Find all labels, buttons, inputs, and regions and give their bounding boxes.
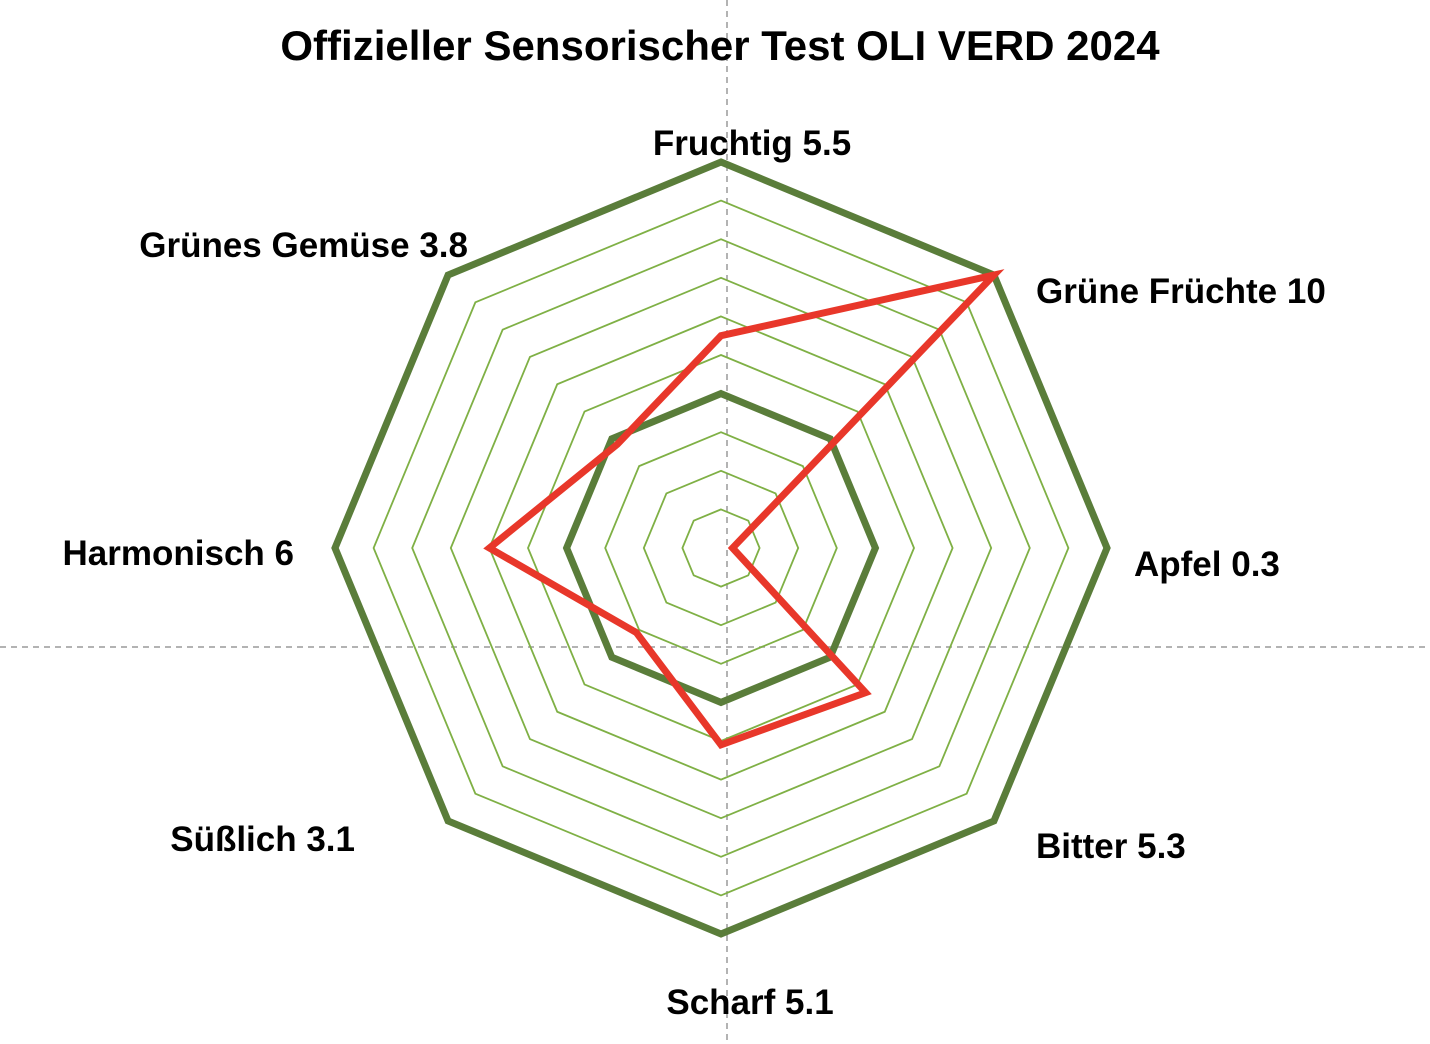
grid-ring-4 bbox=[562, 389, 880, 707]
grid-ring-8 bbox=[411, 238, 1031, 858]
grid-ring-7 bbox=[449, 276, 993, 820]
grid-ring-3 bbox=[604, 431, 838, 665]
grid-ring-1 bbox=[681, 508, 761, 588]
axis-label-4: Scharf 5.1 bbox=[666, 983, 833, 1022]
axis-label-1: Grüne Früchte 10 bbox=[1036, 272, 1326, 311]
axis-labels: Fruchtig 5.5 Grüne Früchte 10 Apfel 0.3 Bit… bbox=[63, 124, 1326, 1022]
axis-label-0: Fruchtig 5.5 bbox=[653, 124, 851, 163]
grid-ring-9 bbox=[372, 199, 1070, 897]
axis-label-2: Apfel 0.3 bbox=[1134, 545, 1280, 584]
axis-label-5: Süßlich 3.1 bbox=[170, 820, 355, 859]
data-series bbox=[483, 269, 1005, 750]
grid-ring-2 bbox=[642, 469, 800, 627]
radar-grid bbox=[331, 158, 1111, 938]
chart-title: Offizieller Sensorischer Test OLI VERD 2… bbox=[280, 22, 1160, 69]
grid-ring-10 bbox=[331, 158, 1111, 938]
series-line bbox=[483, 269, 1005, 750]
grid-ring-6 bbox=[488, 315, 954, 781]
axis-label-3: Bitter 5.3 bbox=[1036, 827, 1186, 866]
axis-label-6: Harmonisch 6 bbox=[63, 534, 294, 573]
axis-label-7: Grünes Gemüse 3.8 bbox=[139, 226, 468, 265]
